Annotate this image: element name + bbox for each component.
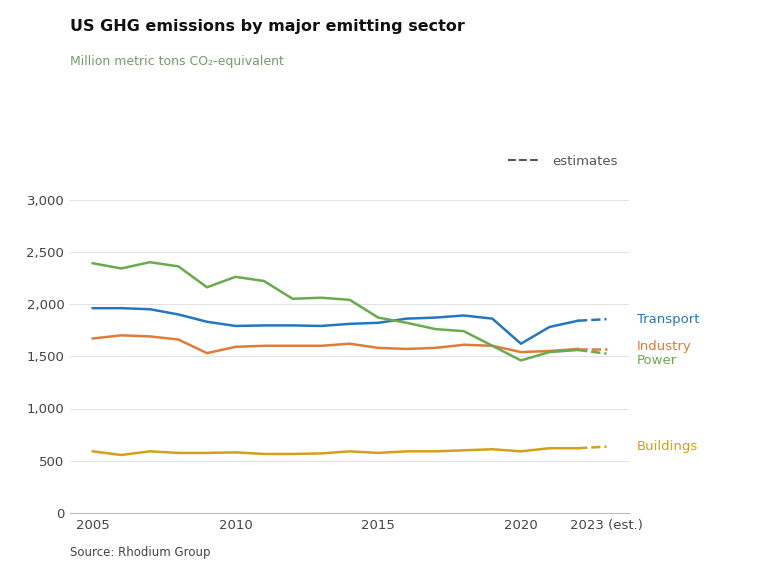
Text: Power: Power xyxy=(637,355,678,368)
Text: Transport: Transport xyxy=(637,313,699,325)
Text: Industry: Industry xyxy=(637,340,692,353)
Text: US GHG emissions by major emitting sector: US GHG emissions by major emitting secto… xyxy=(70,19,465,34)
Text: Million metric tons CO₂-equivalent: Million metric tons CO₂-equivalent xyxy=(70,55,284,68)
Text: Buildings: Buildings xyxy=(637,440,699,453)
Legend: estimates: estimates xyxy=(503,150,623,173)
Text: Source: Rhodium Group: Source: Rhodium Group xyxy=(70,545,211,559)
